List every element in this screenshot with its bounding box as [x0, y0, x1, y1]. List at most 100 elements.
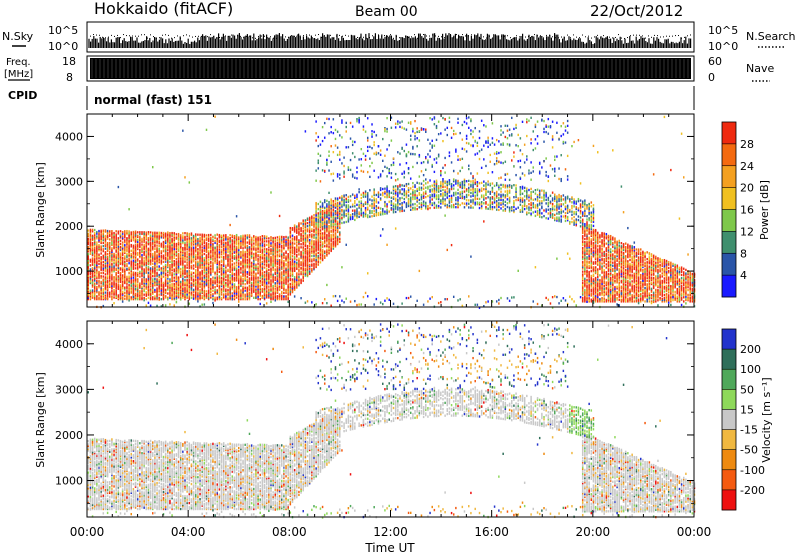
data-cell: [233, 255, 236, 258]
data-cell: [214, 271, 216, 274]
data-cell: [91, 250, 94, 253]
data-cell: [379, 173, 382, 176]
data-cell: [296, 244, 298, 247]
data-cell: [121, 296, 124, 299]
data-cell: [194, 240, 197, 244]
data-cell: [216, 271, 218, 275]
data-cell: [343, 221, 345, 224]
data-cell: [257, 268, 259, 271]
data-cell: [246, 296, 249, 299]
data-cell: [386, 210, 388, 213]
data-cell: [205, 296, 208, 299]
data-cell: [143, 252, 145, 255]
data-cell: [358, 211, 360, 214]
data-cell: [182, 267, 184, 270]
data-cell: [409, 199, 412, 203]
data-cell: [392, 207, 395, 210]
data-cell: [130, 268, 133, 271]
data-cell: [296, 250, 298, 254]
data-cell: [336, 213, 339, 216]
data-cell: [132, 293, 135, 297]
data-cell: [177, 237, 180, 240]
data-cell: [302, 222, 304, 225]
data-cell: [128, 276, 130, 280]
data-cell: [93, 244, 96, 247]
data-cell: [248, 239, 251, 242]
data-cell: [293, 267, 296, 271]
data-cell: [283, 256, 285, 259]
data-cell: [237, 280, 240, 283]
data-cell: [375, 212, 378, 216]
data-cell: [339, 177, 341, 180]
data-cell: [384, 299, 386, 302]
data-cell: [220, 278, 223, 281]
data-cell: [390, 116, 393, 119]
data-cell: [291, 248, 294, 251]
data-cell: [261, 235, 264, 238]
data-cell: [218, 282, 221, 285]
data-cell: [339, 134, 341, 137]
data-cell: [366, 136, 369, 140]
data-cell: [216, 276, 218, 279]
data-cell: [285, 251, 287, 255]
data-cell: [315, 201, 317, 205]
data-cell: [218, 270, 221, 274]
data-cell: [126, 282, 128, 285]
data-cell: [169, 242, 171, 246]
data-cell: [145, 249, 148, 252]
data-cell: [311, 240, 313, 244]
data-cell: [229, 256, 231, 259]
data-cell: [111, 295, 113, 298]
data-cell: [293, 281, 296, 285]
data-cell: [416, 130, 418, 134]
data-cell: [313, 222, 315, 225]
data-cell: [343, 215, 345, 219]
data-cell: [100, 262, 102, 265]
data-cell: [197, 293, 199, 296]
data-cell: [364, 214, 367, 218]
data-cell: [141, 285, 143, 289]
data-cell: [117, 278, 120, 281]
data-cell: [315, 262, 317, 266]
data-cell: [306, 253, 309, 256]
data-cell: [128, 250, 130, 254]
data-cell: [207, 239, 210, 243]
data-cell: [199, 258, 201, 261]
data-cell: [201, 279, 203, 283]
data-cell: [145, 244, 148, 248]
data-cell: [321, 241, 324, 244]
data-cell: [334, 233, 337, 236]
data-cell: [382, 191, 384, 195]
data-cell: [317, 159, 320, 162]
data-cell: [136, 288, 139, 291]
data-cell: [199, 271, 201, 274]
data-cell: [283, 291, 285, 295]
data-cell: [311, 239, 313, 242]
data-cell: [280, 286, 283, 289]
data-cell: [237, 240, 240, 243]
data-cell: [263, 285, 266, 288]
data-cell: [156, 241, 158, 244]
data-cell: [274, 299, 277, 302]
data-cell: [87, 254, 90, 257]
data-cell: [341, 213, 343, 216]
data-cell: [160, 274, 163, 277]
data-cell: [394, 188, 397, 191]
data-cell: [268, 282, 270, 285]
data-cell: [147, 271, 150, 275]
data-cell: [235, 290, 238, 293]
data-cell: [141, 279, 143, 283]
data-cell: [177, 278, 180, 282]
data-cell: [184, 284, 186, 287]
data-cell: [184, 235, 186, 238]
data-cell: [315, 208, 317, 211]
data-cell: [151, 257, 154, 260]
data-cell: [235, 254, 238, 257]
data-cell: [104, 251, 107, 254]
data-cell: [175, 260, 178, 263]
data-cell: [93, 298, 96, 301]
data-cell: [358, 116, 360, 120]
data-cell: [124, 269, 126, 273]
data-cell: [106, 266, 109, 269]
data-cell: [343, 212, 345, 215]
